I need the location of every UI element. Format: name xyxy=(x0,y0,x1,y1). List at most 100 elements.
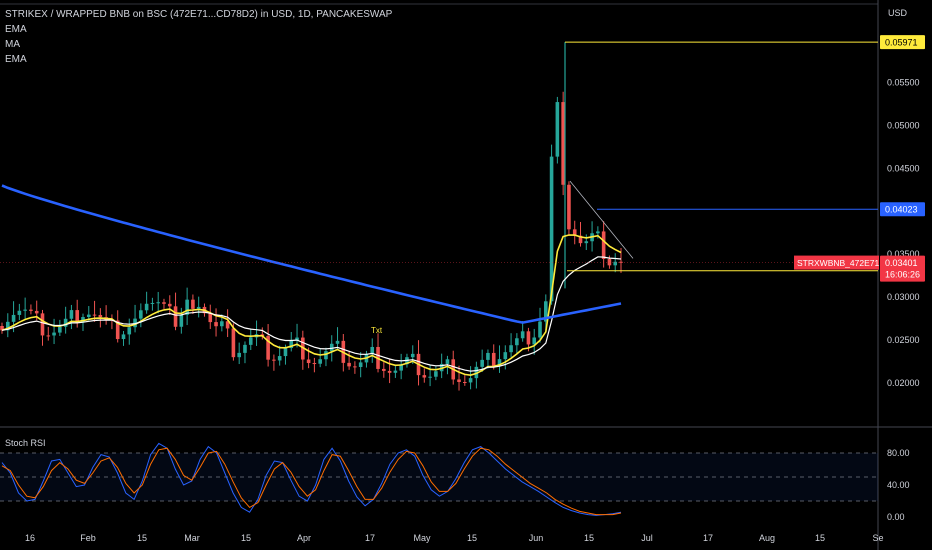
x-tick-label: Aug xyxy=(759,533,775,543)
candle-body xyxy=(231,328,236,358)
candle-body xyxy=(428,376,432,378)
candle-body xyxy=(237,352,241,358)
candle-body xyxy=(11,314,16,322)
candle-body xyxy=(133,318,137,328)
candle-body xyxy=(543,301,548,322)
x-tick-label: 15 xyxy=(815,533,825,543)
rsi-pane: 80.00 40.00 0.00 xyxy=(0,442,910,522)
price-axis-ticks: 0.055000.050000.045000.040000.035000.030… xyxy=(887,78,920,388)
candle-body xyxy=(329,343,334,352)
candle-body xyxy=(503,352,508,360)
candle-body xyxy=(34,310,39,314)
rsi-y-tick-label: 40.00 xyxy=(887,480,910,490)
candle-body xyxy=(58,326,62,333)
x-tick-label: 17 xyxy=(365,533,375,543)
candle-body xyxy=(572,229,577,236)
rsi-y-tick-label: 0.00 xyxy=(887,512,905,522)
candle-body xyxy=(312,363,317,365)
indicator-ema-1[interactable]: EMA xyxy=(5,24,27,35)
x-tick-label: 15 xyxy=(137,533,147,543)
y-tick-label: 0.05000 xyxy=(887,120,920,130)
candle-body xyxy=(115,320,120,340)
candle-body xyxy=(382,368,386,371)
y-tick-label: 0.02500 xyxy=(887,335,920,345)
candle-body xyxy=(81,317,85,323)
candle-body xyxy=(46,335,51,337)
symbol-badge-bg xyxy=(794,255,879,270)
x-tick-label: Feb xyxy=(80,533,96,543)
candle-body xyxy=(243,344,247,353)
candle-body xyxy=(474,366,479,379)
candle-body xyxy=(601,231,606,259)
candle-body xyxy=(40,313,45,336)
candle-body xyxy=(358,362,363,367)
price-axis-unit: USD xyxy=(888,8,908,18)
candle-body xyxy=(191,299,195,309)
price-label-bg xyxy=(880,202,925,217)
x-tick-label: 15 xyxy=(584,533,594,543)
candle-body xyxy=(289,340,294,349)
candle-body xyxy=(434,371,438,377)
candle-body xyxy=(353,366,357,368)
candle-body xyxy=(283,348,288,357)
y-tick-label: 0.02000 xyxy=(887,378,920,388)
candle-body xyxy=(144,303,149,311)
candle-body xyxy=(306,359,311,364)
candle-body xyxy=(613,261,618,266)
candle-body xyxy=(162,302,166,304)
candle-body xyxy=(561,102,565,185)
y-tick-label: 0.04500 xyxy=(887,163,920,173)
candle-body xyxy=(410,353,415,358)
candle-body xyxy=(335,340,340,344)
x-tick-label: 16 xyxy=(25,533,35,543)
candle-body xyxy=(515,338,519,346)
candle-body xyxy=(387,370,392,373)
x-tick-label: 15 xyxy=(241,533,251,543)
candle-body xyxy=(272,359,276,361)
indicator-ema-2[interactable]: EMA xyxy=(5,54,27,65)
x-tick-label: 17 xyxy=(703,533,713,543)
candle-body xyxy=(225,321,230,329)
x-tick-label: 15 xyxy=(467,533,477,543)
candle-body xyxy=(17,310,22,315)
candle-body xyxy=(486,352,490,360)
last-price-countdown: 16:06:26 xyxy=(885,270,920,280)
indicator-ma[interactable]: MA xyxy=(5,39,20,50)
candle-body xyxy=(0,326,4,331)
candle-body xyxy=(549,156,554,302)
candle-body xyxy=(156,302,160,304)
candle-body xyxy=(98,315,103,318)
candle-body xyxy=(584,241,589,244)
x-tick-label: Mar xyxy=(184,533,200,543)
candle-body xyxy=(578,235,583,244)
candle-body xyxy=(167,303,172,307)
candle-body xyxy=(457,379,461,382)
candle-body xyxy=(295,337,299,341)
candle-body xyxy=(121,334,126,340)
annotation-text: Txt xyxy=(371,326,383,335)
candle-body xyxy=(463,381,467,383)
candle-body xyxy=(532,337,537,345)
candle-body xyxy=(318,359,322,364)
candle-body xyxy=(75,310,80,323)
x-tick-label: Apr xyxy=(297,533,311,543)
stoch-rsi-d-line xyxy=(1,447,622,516)
candle-body xyxy=(370,346,375,355)
candle-body xyxy=(63,318,68,327)
x-tick-label: Jun xyxy=(529,533,544,543)
candle-body xyxy=(468,378,473,383)
candle-body xyxy=(399,364,403,371)
stoch-rsi-label[interactable]: Stoch RSI xyxy=(5,438,46,448)
price-label-bg xyxy=(880,35,925,50)
time-axis-ticks: 16 Feb 15 Mar 15 Apr 17 May 15 Jun 15 Jul 17 Aug 15 Se xyxy=(25,533,884,543)
candle-body xyxy=(480,359,484,367)
y-tick-label: 0.03500 xyxy=(887,249,920,259)
candle-body xyxy=(220,321,224,327)
last-price-bg xyxy=(880,255,925,282)
candle-body xyxy=(127,327,132,335)
candle-body xyxy=(520,331,525,339)
candle-body xyxy=(596,231,600,234)
candle-body xyxy=(491,352,496,367)
candle-body xyxy=(29,309,33,311)
chart-title: STRIKEX / WRAPPED BNB on BSC (472E71...C… xyxy=(5,9,393,20)
